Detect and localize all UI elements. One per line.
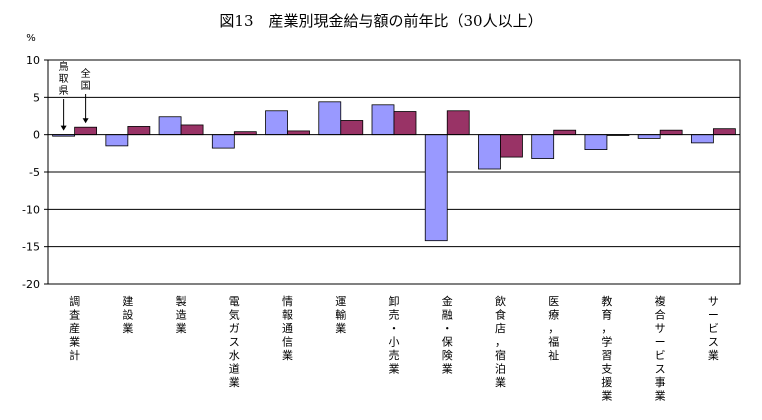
y-tick-labels: 10 5 0 -5 -10 -15 -20: [22, 54, 40, 291]
chart-title: 図13 産業別現金給与額の前年比（30人以上）: [219, 12, 542, 30]
category-label: 電気ガス水道業: [229, 295, 240, 389]
y-tick-label: -15: [22, 241, 40, 254]
category-label: 複合サービス事業: [655, 294, 666, 403]
bar-series-2: [74, 126, 98, 136]
category-label: 製造業: [176, 294, 187, 335]
bars: [52, 101, 736, 242]
category-label: 建設業: [122, 294, 133, 335]
category-label: 運輸業: [335, 295, 346, 335]
bar-series-2: [340, 120, 364, 136]
annotation-label: 全国: [81, 67, 91, 92]
annotation-label: 鳥取県: [59, 60, 69, 97]
y-tick-label: -5: [29, 166, 40, 179]
bar-series-2: [553, 129, 577, 136]
y-tick-label: -20: [22, 278, 40, 291]
bar-series-1: [318, 101, 342, 136]
bar-series-1: [211, 134, 235, 149]
bar-series-2: [446, 110, 470, 136]
bar-series-2: [712, 128, 736, 136]
bar-series-1: [158, 116, 182, 136]
bar-series-1: [105, 134, 129, 147]
bar-series-2: [127, 126, 151, 136]
bar-series-1: [637, 134, 661, 139]
bar-series-2: [500, 134, 523, 158]
y-tick-label: 0: [33, 129, 40, 142]
bar-series-2: [393, 111, 417, 136]
category-label: 教育，学習支援業: [601, 295, 612, 403]
bar-series-1: [265, 110, 288, 136]
category-label: 情報通信業: [282, 295, 293, 362]
bar-series-1: [584, 134, 608, 151]
annotations: 鳥取県 全国: [59, 60, 91, 131]
y-tick-label: 10: [26, 54, 40, 67]
axes: [44, 59, 740, 285]
category-label: 金融・保険業: [442, 294, 453, 376]
bar-series-1: [690, 134, 714, 144]
category-label: 調査産業計: [69, 294, 80, 362]
y-tick-label: -10: [22, 203, 40, 216]
bar-series-2: [659, 129, 683, 136]
bar-series-2: [180, 124, 204, 136]
y-unit-label: %: [26, 33, 36, 44]
category-label: 卸売・小売業: [389, 294, 400, 376]
bar-series-2: [287, 130, 310, 136]
category-label: 飲食店，宿泊業: [495, 294, 506, 389]
category-labels: 調査産業計 建設業 製造業 電気ガス水道業 情報通信業 運輸業 卸売・小売業 金融・保険業 飲食…: [69, 294, 719, 403]
bar-series-1: [531, 134, 555, 159]
category-label: サービス業: [708, 295, 719, 362]
bar-series-1: [478, 134, 501, 170]
y-tick-label: 5: [33, 91, 40, 104]
bar-series-1: [424, 134, 448, 242]
annotation-arrowhead: [60, 125, 67, 131]
gridlines: [48, 96, 740, 248]
category-label: 医療，福祉: [548, 295, 559, 362]
bar-series-1: [371, 104, 395, 136]
annotation-arrowhead: [82, 118, 89, 124]
